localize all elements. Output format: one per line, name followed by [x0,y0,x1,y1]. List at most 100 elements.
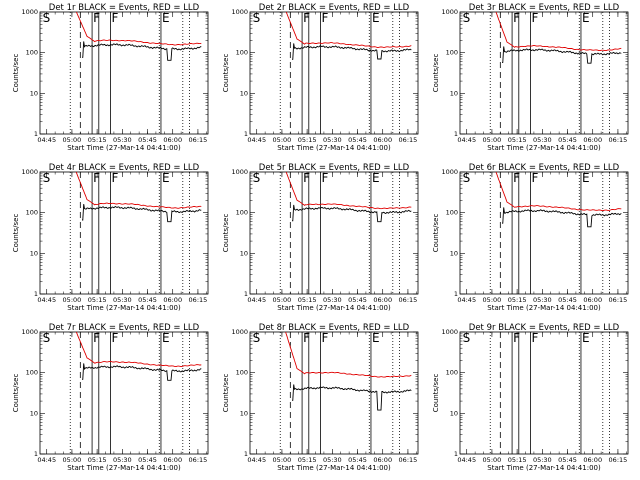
marker-label: S [253,11,261,25]
marker-label: F [112,171,119,185]
marker-label: E [582,171,590,185]
x-tick-label: 04:45 [457,456,476,464]
x-tick-label: 06:15 [609,296,628,304]
x-tick-label: 05:45 [138,136,157,144]
x-tick-label: 05:45 [348,296,367,304]
panel-title: Det 6r BLACK = Events, RED = LLD [469,163,620,173]
x-tick-label: 05:30 [533,136,552,144]
x-tick-label: 05:15 [298,136,317,144]
x-tick-label: 06:15 [399,136,418,144]
lld-series-line [75,332,202,368]
events-series-line [292,204,412,223]
y-axis-label: Counts/sec [432,214,440,253]
x-axis-label: Start Time (27-Mar-14 04:41:00) [277,144,391,152]
x-tick-label: 05:30 [533,296,552,304]
x-tick-label: 05:00 [483,456,502,464]
x-tick-label: 04:45 [37,296,56,304]
x-tick-label: 04:45 [457,296,476,304]
lld-series-line [75,12,202,46]
x-tick-label: 05:15 [88,296,107,304]
y-tick-label: 1000 [231,328,248,336]
x-tick-label: 05:30 [533,456,552,464]
y-tick-label: 1000 [21,328,38,336]
marker-label: F [513,331,520,345]
x-tick-label: 06:00 [373,136,392,144]
panel-det-1: Det 1r BLACK = Events, RED = LLD 1 10 100 10… [12,3,209,152]
y-tick-label: 10 [450,409,458,417]
marker-label: S [43,331,51,345]
y-axis-label: Counts/sec [12,214,20,253]
x-tick-label: 04:45 [37,456,56,464]
marker-label: F [322,171,329,185]
x-axis-label: Start Time (27-Mar-14 04:41:00) [487,144,601,152]
x-tick-label: 06:00 [583,136,602,144]
marker-label: F [322,11,329,25]
x-tick-label: 06:00 [163,296,182,304]
marker-label: F [112,331,119,345]
marker-label: E [372,11,380,25]
x-tick-label: 05:00 [63,136,82,144]
x-tick-label: 05:30 [323,296,342,304]
marker-label: S [253,331,261,345]
y-tick-label: 1000 [21,8,38,16]
plot-frame [459,331,629,455]
panel-det-2: Det 2r BLACK = Events, RED = LLD 1 10 100 10… [222,3,419,152]
x-axis-label: Start Time (27-Mar-14 04:41:00) [487,304,601,312]
marker-label: F [322,331,329,345]
y-axis-label: Counts/sec [222,54,230,93]
plot-frame [249,11,419,135]
x-tick-label: 05:00 [273,136,292,144]
events-series-line [502,207,622,228]
x-tick-label: 04:45 [247,296,266,304]
x-axis-label: Start Time (27-Mar-14 04:41:00) [487,464,601,472]
panel-title: Det 1r BLACK = Events, RED = LLD [49,3,200,13]
y-tick-label: 1 [34,290,38,298]
marker-label: F [303,11,310,25]
marker-label: F [532,331,539,345]
marker-label: F [303,171,310,185]
panel-det-8: Det 8r BLACK = Events, RED = LLD 1 10 100 10… [222,323,419,472]
lld-series-line [285,332,412,378]
y-tick-label: 100 [446,209,458,217]
y-tick-label: 1000 [231,168,248,176]
x-tick-label: 06:15 [609,456,628,464]
y-tick-label: 10 [450,249,458,257]
panel-title: Det 8r BLACK = Events, RED = LLD [259,323,410,333]
events-series-line [292,43,412,60]
panel-title: Det 3r BLACK = Events, RED = LLD [469,3,620,13]
x-tick-label: 04:45 [247,136,266,144]
plot-frame [39,11,209,135]
x-tick-label: 06:00 [163,136,182,144]
x-tick-label: 06:00 [373,296,392,304]
y-tick-label: 10 [30,89,38,97]
x-tick-label: 05:00 [273,296,292,304]
y-tick-label: 100 [236,369,248,377]
y-tick-label: 10 [240,409,248,417]
marker-label: E [582,331,590,345]
x-tick-label: 05:00 [63,296,82,304]
x-tick-label: 05:15 [88,456,107,464]
x-tick-label: 05:30 [323,136,342,144]
panel-title: Det 9r BLACK = Events, RED = LLD [469,323,620,333]
x-axis-label: Start Time (27-Mar-14 04:41:00) [67,144,181,152]
marker-label: E [372,331,380,345]
marker-label: F [532,171,539,185]
marker-label: F [303,331,310,345]
y-tick-label: 1 [454,450,458,458]
y-tick-label: 100 [236,49,248,57]
y-tick-label: 10 [240,89,248,97]
lld-series-line [495,12,622,52]
y-tick-label: 1 [34,130,38,138]
plot-frame [249,171,419,295]
marker-label: S [463,331,471,345]
panel-det-7: Det 7r BLACK = Events, RED = LLD 1 10 100 10… [12,323,209,472]
y-tick-label: 100 [26,369,38,377]
x-tick-label: 05:15 [298,456,317,464]
y-tick-label: 100 [446,49,458,57]
marker-label: S [253,171,261,185]
y-tick-label: 100 [236,209,248,217]
y-tick-label: 1000 [441,8,458,16]
panel-det-9: Det 9r BLACK = Events, RED = LLD 1 10 100 10… [432,323,629,472]
x-tick-label: 05:15 [298,296,317,304]
